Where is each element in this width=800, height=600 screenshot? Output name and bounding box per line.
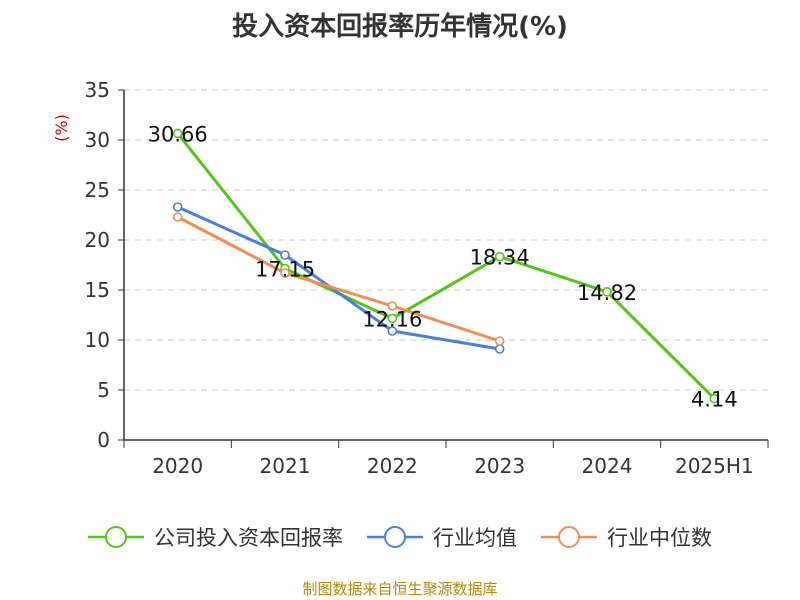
data-point [387, 313, 398, 324]
legend-label: 行业中位数 [607, 526, 712, 550]
x-tick-label: 2022 [367, 454, 418, 478]
legend-item[interactable]: 公司投入资本回报率 [88, 526, 343, 550]
data-label: 4.14 [691, 388, 738, 412]
series-line [177, 205, 500, 351]
y-tick-label: 0 [97, 428, 110, 452]
legend-marker [105, 526, 127, 548]
legend-label: 公司投入资本回报率 [154, 526, 343, 550]
y-tick-label: 15 [85, 278, 110, 302]
data-label: 17.15 [255, 258, 315, 282]
legend-item[interactable]: 行业均值 [367, 526, 517, 550]
data-point [602, 286, 612, 297]
legend: 公司投入资本回报率 行业均值 行业中位数 [88, 526, 712, 550]
y-tick-label: 30 [85, 128, 110, 152]
data-label: 18.34 [470, 246, 530, 270]
data-point [387, 326, 398, 336]
data-label: 12.16 [362, 307, 422, 331]
data-labels: 30.66 17.15 12.16 18.34 14.82 4.14 [148, 122, 738, 411]
y-tick-label: 5 [97, 378, 110, 402]
data-point [494, 336, 505, 346]
data-point [172, 202, 183, 212]
series-line [176, 215, 501, 343]
x-tick-label: 2024 [582, 454, 633, 478]
legend-marker [384, 526, 406, 548]
data-point [172, 128, 183, 139]
x-tick-label: 2023 [474, 454, 525, 478]
source-note: 制图数据来自恒生聚源数据库 [302, 580, 498, 598]
data-point [280, 250, 290, 260]
y-tick-label: 20 [85, 228, 110, 252]
legend-label: 行业均值 [433, 526, 517, 550]
x-tick-label: 2025H1 [675, 454, 754, 478]
data-point [494, 344, 505, 354]
chart-title: 投入资本回报率历年情况(%) [232, 12, 568, 42]
y-tick-label: 35 [85, 78, 110, 102]
series-lines [172, 128, 720, 404]
data-label: 14.82 [577, 281, 637, 305]
data-point [709, 393, 720, 404]
x-tick-label: 2020 [152, 454, 203, 478]
data-label: 30.66 [148, 122, 208, 146]
y-tick-label: 25 [85, 178, 110, 202]
legend-marker [558, 526, 580, 548]
data-point [280, 268, 290, 278]
data-point [387, 301, 398, 311]
y-axis-label: (%) [52, 114, 71, 142]
y-tick-label: 10 [85, 328, 110, 352]
data-point [172, 212, 183, 222]
data-point [494, 251, 505, 262]
x-tick-label: 2021 [260, 454, 311, 478]
axes: 0 5 10 15 20 25 30 35 2020 2021 2022 2023 2024 2025H1… [52, 78, 769, 478]
legend-item[interactable]: 行业中位数 [541, 526, 712, 550]
